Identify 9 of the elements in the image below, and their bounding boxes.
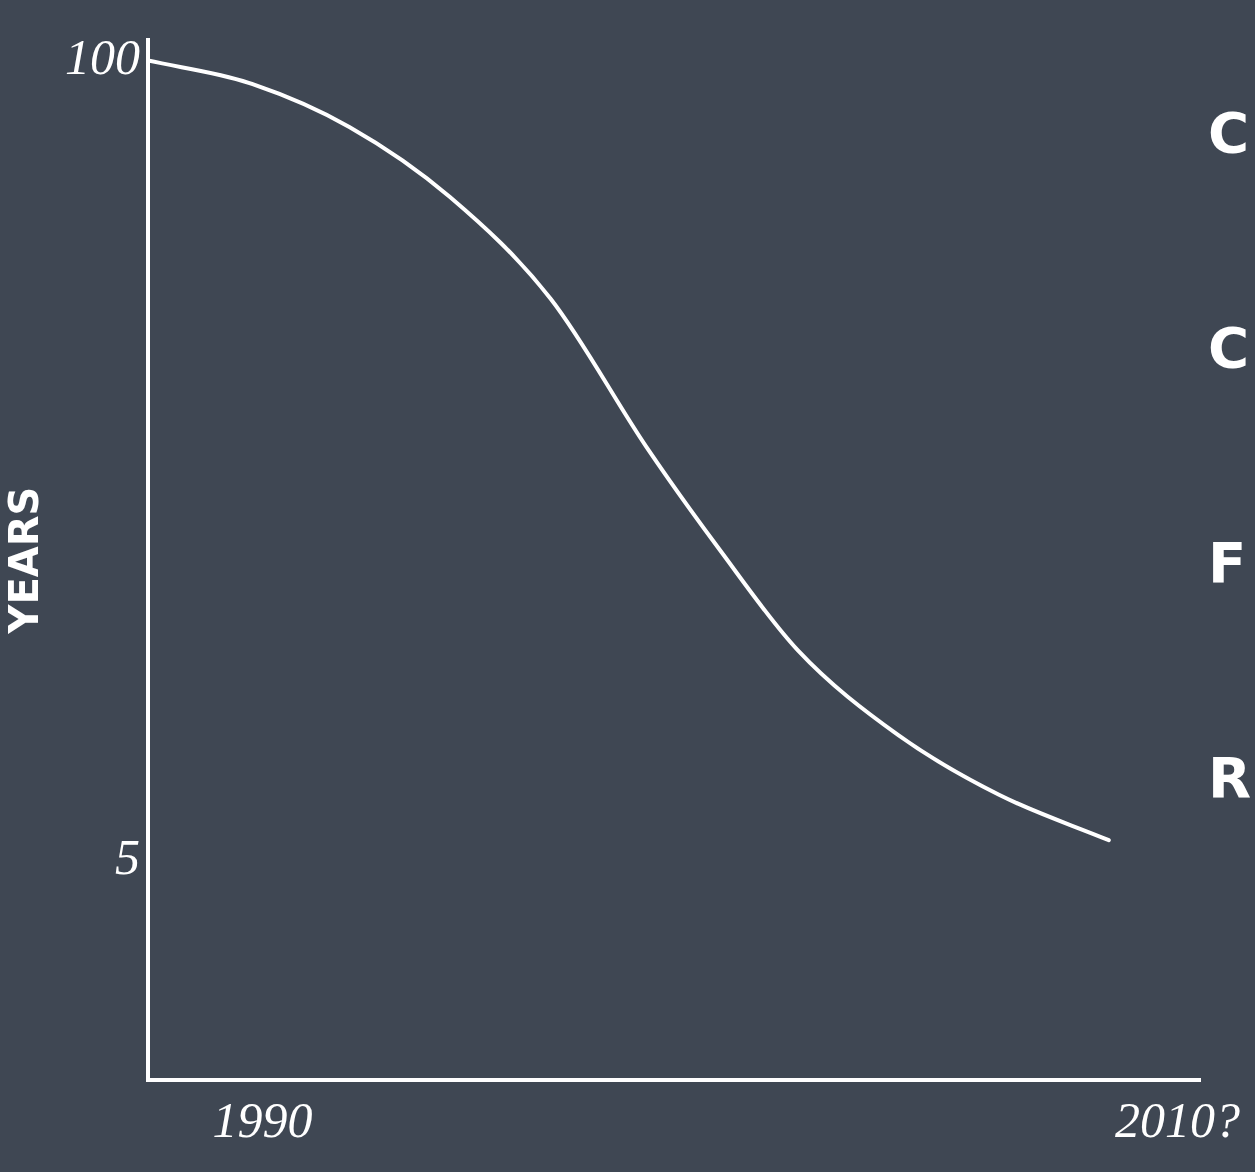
text: F <box>1207 530 1248 595</box>
text: C <box>1207 100 1250 165</box>
y-axis-title: YEARS <box>1 486 48 635</box>
text: R <box>1207 745 1251 810</box>
text: C <box>1207 315 1250 380</box>
x-tick-label: 1990 <box>212 1092 313 1149</box>
x-tick-label: 2010? <box>1114 1092 1240 1149</box>
y-tick-label: 100 <box>65 28 140 85</box>
y-tick-label: 5 <box>115 828 140 885</box>
